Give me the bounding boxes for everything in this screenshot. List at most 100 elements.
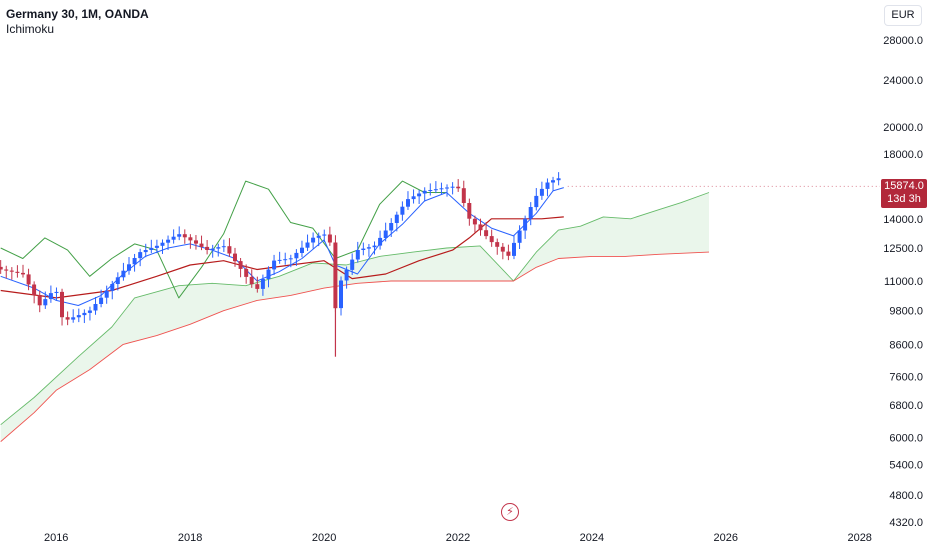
candle-body <box>132 258 137 265</box>
symbol-title[interactable]: Germany 30, 1M, OANDA <box>6 7 149 21</box>
candle-body <box>110 284 115 291</box>
currency-button[interactable]: EUR <box>884 5 922 26</box>
x-tick-label: 2020 <box>312 532 336 544</box>
candle-body <box>389 223 394 231</box>
candle-body <box>238 261 243 269</box>
candle-body <box>383 230 388 238</box>
y-tick-label: 12500.0 <box>883 243 923 255</box>
candle-body <box>37 295 42 306</box>
candles <box>0 172 561 357</box>
candle-body <box>9 270 14 272</box>
candle-body <box>121 270 126 278</box>
x-tick-label: 2028 <box>847 532 871 544</box>
leading-span-a-line <box>0 192 710 426</box>
candle-body <box>366 247 371 249</box>
candle-body <box>99 297 104 304</box>
candle-body <box>294 252 299 259</box>
candle-body <box>378 237 383 246</box>
candle-body <box>43 299 48 306</box>
y-tick-label: 11000.0 <box>884 276 923 288</box>
candle-body <box>428 190 433 191</box>
candle-body <box>305 242 310 248</box>
y-tick-label: 4800.0 <box>889 490 923 502</box>
candle-body <box>4 269 9 271</box>
candle-body <box>194 240 198 244</box>
y-tick-label: 4320.0 <box>889 517 923 529</box>
x-tick-label: 2022 <box>446 532 470 544</box>
indicator-label[interactable]: Ichimoku <box>6 22 55 36</box>
leading-span-b-line <box>0 251 710 442</box>
candle-body <box>361 248 366 250</box>
price-axis[interactable]: 28000.0 24000.0 20000.0 18000.0 14000.0 12500… <box>883 35 923 529</box>
candle-body <box>54 291 59 293</box>
candle-body <box>127 264 131 271</box>
chart-legend: Germany 30, 1M, OANDA Ichimoku <box>6 7 149 37</box>
candle-body <box>15 271 20 273</box>
y-tick-label: 9800.0 <box>889 306 923 318</box>
candle-body <box>350 259 355 270</box>
candle-body <box>339 280 343 309</box>
candle-body <box>166 239 171 243</box>
candle-body <box>551 180 555 183</box>
candle-body <box>188 237 193 241</box>
candle-body <box>138 252 143 259</box>
candle-body <box>327 234 332 243</box>
candle-body <box>467 203 472 219</box>
y-tick-label: 28000.0 <box>883 35 923 47</box>
candle-body <box>21 272 25 275</box>
y-tick-label: 6800.0 <box>889 400 923 412</box>
candle-body <box>288 258 293 260</box>
candle-body <box>528 207 533 219</box>
candle-body <box>143 250 148 253</box>
candle-body <box>65 317 70 320</box>
candle-body <box>478 224 483 231</box>
candle-body <box>300 247 304 253</box>
candle-body <box>456 186 461 189</box>
y-tick-label: 14000.0 <box>883 214 923 226</box>
candle-body <box>500 246 505 252</box>
candle-body <box>322 234 327 236</box>
ichimoku-lines <box>0 180 880 442</box>
y-tick-label: 5400.0 <box>889 460 923 472</box>
y-tick-label: 6000.0 <box>889 432 923 444</box>
lagging-span-line <box>0 180 447 299</box>
candle-body <box>221 246 226 248</box>
candle-body <box>210 248 215 250</box>
candle-body <box>523 218 528 231</box>
candle-body <box>0 266 3 270</box>
candle-body <box>433 189 438 191</box>
candle-body <box>93 304 98 311</box>
y-tick-label: 7600.0 <box>889 371 923 383</box>
candle-body <box>545 182 550 189</box>
lightning-icon[interactable]: ⚡ <box>501 503 519 521</box>
candle-body <box>82 312 87 316</box>
candle-body <box>495 242 500 247</box>
y-tick-label: 24000.0 <box>883 75 923 87</box>
candle-body <box>461 188 466 203</box>
x-tick-label: 2018 <box>178 532 202 544</box>
candle-body <box>400 206 405 215</box>
candle-body <box>205 246 210 250</box>
candle-body <box>517 230 522 243</box>
candle-body <box>272 260 277 270</box>
time-axis[interactable]: 2016 2018 2020 2022 2024 2026 2028 <box>44 532 872 544</box>
last-price-value: 15874.0 <box>884 180 924 192</box>
candle-body <box>411 196 416 200</box>
candle-body <box>534 195 539 208</box>
candle-body <box>311 237 316 243</box>
base-line <box>0 216 564 299</box>
last-price-tag: 15874.0 13d 3h <box>881 179 927 208</box>
candle-body <box>76 315 81 318</box>
candle-body <box>512 242 516 256</box>
candle-body <box>115 277 120 284</box>
candle-body <box>104 290 109 298</box>
candle-body <box>556 178 561 181</box>
candle-body <box>160 242 165 246</box>
candle-body <box>177 234 182 237</box>
bar-countdown: 13d 3h <box>887 193 921 205</box>
candle-body <box>26 274 31 285</box>
y-tick-label: 20000.0 <box>883 122 923 134</box>
candle-body <box>71 317 76 320</box>
candle-body <box>283 259 288 261</box>
